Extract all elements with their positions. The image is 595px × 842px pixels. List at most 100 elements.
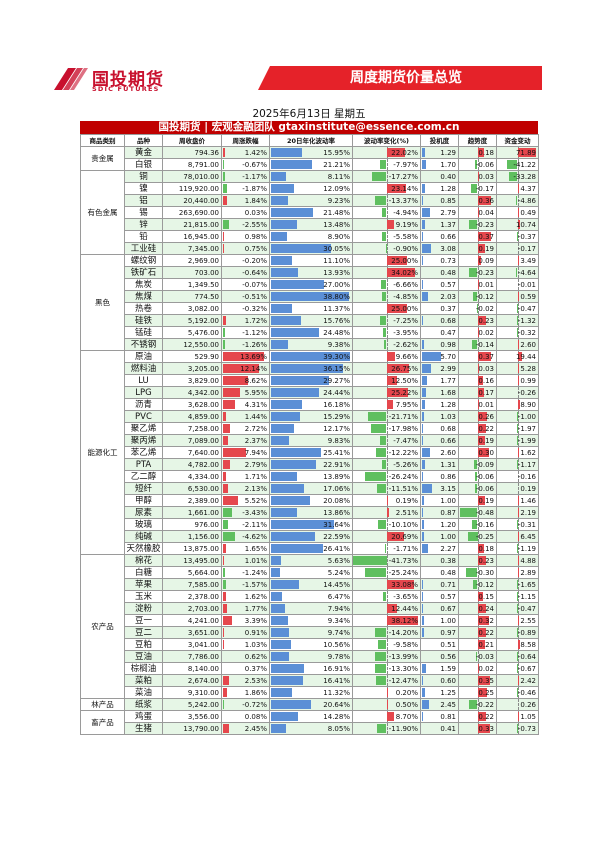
fund-flow-value: -0.47 <box>517 304 536 313</box>
volatility-value: 8.90% <box>327 232 350 241</box>
weekly-change-bar <box>223 628 224 637</box>
trend-degree-bar <box>477 436 485 445</box>
trend-degree-bar <box>477 328 479 337</box>
table-row: 不锈钢 12,550.00 -1.26% 9.38% -2.62% 0.98 -0.14 2.… <box>81 338 539 351</box>
volatility-value: 9.78% <box>327 652 350 661</box>
product-name: 燃料油 <box>124 362 163 375</box>
product-name: 豆一 <box>124 614 163 627</box>
volatility-value: 15.76% <box>323 316 350 325</box>
volatility-change-bar <box>364 472 387 481</box>
fund-flow-bar <box>517 568 519 577</box>
volatility-bar <box>271 148 302 157</box>
volatility-change-cell: 26.75% <box>352 362 421 375</box>
close-price: 7,786.00 <box>162 650 222 663</box>
volatility-change-value: -41.73% <box>388 556 418 565</box>
volatility-change-value: -2.62% <box>393 340 418 349</box>
speculation-ratio-value: 0.85 <box>440 196 456 205</box>
volatility-change-cell: -21.71% <box>352 410 421 423</box>
product-name: 螺纹钢 <box>124 254 163 267</box>
table-row: 菜粕 2,674.00 2.53% 16.41% -12.47% 0.60 0.35 2.42 <box>81 674 539 687</box>
zero-line <box>477 459 479 470</box>
trend-degree-value: -0.22 <box>475 700 494 709</box>
zero-line <box>517 519 519 530</box>
volatility-change-value: -5.26% <box>393 460 418 469</box>
volatility-cell: 9.23% <box>269 194 353 207</box>
trend-degree-bar <box>477 616 490 625</box>
zero-line <box>477 159 479 170</box>
product-name: 豆二 <box>124 626 163 639</box>
volatility-change-cell: -5.26% <box>352 458 421 471</box>
speculation-ratio-bar <box>422 388 427 397</box>
volatility-change-bar <box>386 388 408 397</box>
volatility-bar <box>271 628 289 637</box>
volatility-value: 16.41% <box>323 676 350 685</box>
trend-degree-bar <box>474 460 478 469</box>
weekly-change-value: 13.69% <box>240 352 267 361</box>
weekly-change-value: 1.84% <box>244 196 267 205</box>
fund-flow-value: -0.01 <box>517 280 536 289</box>
close-price: 3,651.00 <box>162 626 222 639</box>
trend-degree-value: -0.06 <box>475 472 494 481</box>
speculation-ratio-bar <box>422 712 423 721</box>
product-name: 镍 <box>124 182 163 195</box>
volatility-bar <box>271 460 316 469</box>
trend-degree-value: 0.19 <box>478 436 494 445</box>
speculation-ratio-value: 1.29 <box>440 148 456 157</box>
volatility-cell: 16.91% <box>269 662 353 675</box>
trend-degree-cell: -0.48 <box>458 506 497 519</box>
product-name: 工业硅 <box>124 242 163 255</box>
trend-degree-bar <box>471 520 478 529</box>
fund-flow-cell: -0.17 <box>496 242 539 255</box>
fund-flow-value: 0.99 <box>520 376 536 385</box>
trend-degree-cell: -0.16 <box>458 518 497 531</box>
table-row: 聚丙烯 7,089.00 2.37% 9.83% -7.47% 0.66 0.19 -1.99 <box>81 434 539 447</box>
speculation-ratio-cell: 1.20 <box>420 518 459 531</box>
speculation-ratio-value: 2.27 <box>440 544 456 553</box>
category-cell: 畜产品 <box>80 710 125 735</box>
weekly-change-value: 0.62% <box>244 652 267 661</box>
volatility-change-cell: 2.51% <box>352 506 421 519</box>
volatility-bar <box>271 664 304 673</box>
fund-flow-cell: -0.46 <box>496 686 539 699</box>
close-price: 5,192.00 <box>162 314 222 327</box>
trend-degree-value: 0.24 <box>478 604 494 613</box>
product-name: 焦炭 <box>124 278 163 291</box>
fund-flow-bar <box>517 640 520 649</box>
weekly-change-bar <box>223 388 240 397</box>
volatility-change-bar <box>382 292 387 301</box>
volatility-change-bar <box>378 520 387 529</box>
volatility-change-cell: -14.20% <box>352 626 421 639</box>
volatility-bar <box>271 556 281 565</box>
trend-degree-cell: -0.17 <box>458 182 497 195</box>
fund-flow-bar <box>517 508 519 517</box>
trend-degree-bar <box>477 376 484 385</box>
volatility-cell: 24.44% <box>269 386 353 399</box>
weekly-change-cell: -0.72% <box>221 698 270 711</box>
zero-line <box>386 171 388 182</box>
speculation-ratio-cell: 1.29 <box>420 146 459 159</box>
zero-line <box>517 543 519 554</box>
volatility-cell: 21.48% <box>269 206 353 219</box>
fund-flow-bar <box>517 556 519 565</box>
close-price: 3,041.00 <box>162 638 222 651</box>
speculation-ratio-bar <box>422 364 432 373</box>
weekly-change-cell: -2.55% <box>221 218 270 231</box>
fund-flow-cell: -1.99 <box>496 434 539 447</box>
fund-flow-value: -41.22 <box>513 160 536 169</box>
zero-line <box>386 447 388 458</box>
weekly-change-value: 1.44% <box>244 412 267 421</box>
volatility-cell: 27.00% <box>269 278 353 291</box>
close-price: 3,829.00 <box>162 374 222 387</box>
weekly-change-bar <box>223 580 226 589</box>
weekly-change-value: 1.42% <box>244 148 267 157</box>
weekly-change-bar <box>223 496 239 505</box>
zero-line <box>386 675 388 686</box>
speculation-ratio-bar <box>422 496 424 505</box>
speculation-ratio-cell: 1.00 <box>420 530 459 543</box>
volatility-value: 24.48% <box>323 328 350 337</box>
volatility-value: 17.06% <box>323 484 350 493</box>
speculation-ratio-cell: 5.70 <box>420 350 459 363</box>
speculation-ratio-cell: 1.00 <box>420 614 459 627</box>
speculation-ratio-value: 0.71 <box>440 580 456 589</box>
close-price: 78,010.00 <box>162 170 222 183</box>
